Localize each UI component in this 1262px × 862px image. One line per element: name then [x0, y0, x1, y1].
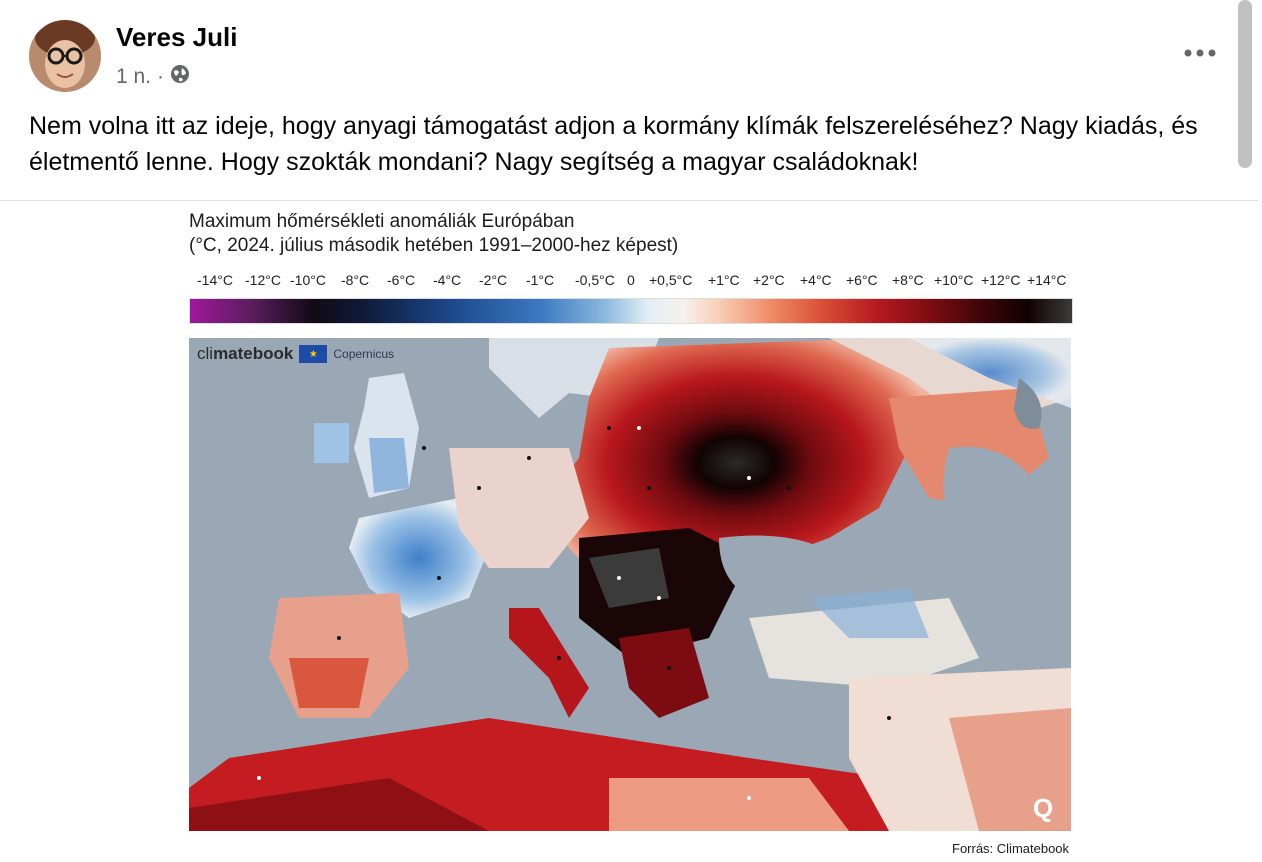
scale-label: +2°C [753, 272, 785, 288]
scale-label: +0,5°C [649, 272, 693, 288]
post-text: Nem volna itt az ideje, hogy anyagi támo… [29, 112, 1198, 176]
scale-label: +10°C [934, 272, 974, 288]
scale-label: -0,5°C [575, 272, 615, 288]
color-scale-bar [189, 298, 1073, 324]
scale-label: +14°C [1027, 272, 1067, 288]
q-logo-icon: Q [1033, 793, 1054, 823]
map-title: Maximum hőmérsékleti anomáliák Európában… [189, 210, 678, 258]
scale-label: +1°C [708, 272, 740, 288]
globe-icon [170, 64, 190, 90]
climatebook-logo: climatebook ★ Copernicus [197, 344, 395, 363]
scale-label: -10°C [290, 272, 326, 288]
scale-label: -14°C [197, 272, 233, 288]
more-options-icon[interactable] [1180, 38, 1220, 68]
map-title-line1: Maximum hőmérsékleti anomáliák Európában [189, 211, 575, 232]
scale-label: +6°C [846, 272, 878, 288]
scale-label: -4°C [433, 272, 462, 288]
image-source: Forrás: Climatebook [952, 841, 1070, 856]
divider [0, 200, 1258, 201]
scale-label: +8°C [892, 272, 924, 288]
color-scale-labels: -14°C -12°C -10°C -8°C -6°C -4°C -2°C -1… [189, 272, 1071, 292]
map-title-line2: (°C, 2024. július második hetében 1991–2… [189, 235, 679, 256]
author-name[interactable]: Veres Juli [116, 22, 238, 52]
anomaly-map[interactable]: climatebook ★ Copernicus Q [189, 338, 1071, 831]
scrollbar[interactable] [1238, 0, 1252, 168]
copernicus-logo: Copernicus [333, 347, 395, 361]
eu-flag-icon: ★ [299, 345, 328, 363]
scale-label: -2°C [479, 272, 508, 288]
post-time[interactable]: 1 n. [116, 65, 152, 88]
scale-label: -12°C [245, 272, 281, 288]
scale-label: +4°C [800, 272, 832, 288]
scale-label: +12°C [981, 272, 1021, 288]
scale-label: -8°C [341, 272, 370, 288]
scale-label: 0 [627, 272, 635, 288]
scale-label: -1°C [526, 272, 555, 288]
avatar[interactable] [29, 20, 101, 92]
meta-separator: · [157, 65, 165, 88]
scale-label: -6°C [387, 272, 416, 288]
post-meta: 1 n. · [116, 64, 190, 90]
map-graphic [189, 338, 1071, 831]
